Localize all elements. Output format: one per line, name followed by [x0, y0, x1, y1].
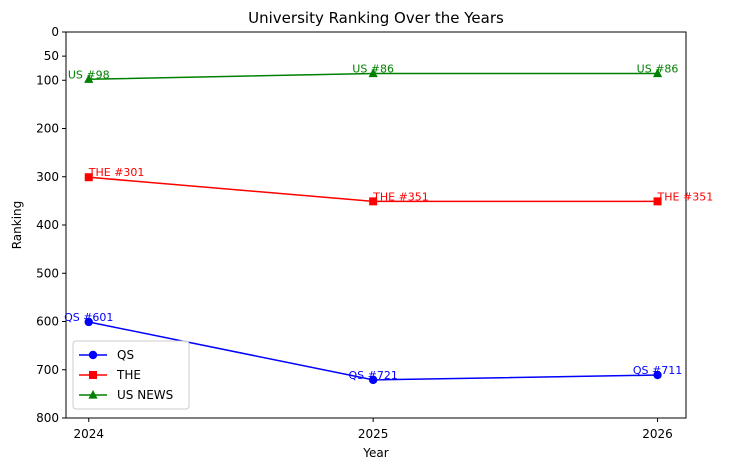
data-point	[84, 74, 94, 83]
legend-entry: QS	[117, 348, 134, 362]
data-label: QS #711	[633, 364, 682, 377]
y-tick-label: 600	[36, 315, 59, 329]
legend-swatch-marker	[88, 350, 98, 360]
data-point	[652, 68, 663, 78]
data-point	[368, 68, 378, 78]
data-point	[84, 173, 93, 182]
y-axis-label: Ranking	[10, 201, 24, 250]
legend-entry: THE	[116, 368, 141, 382]
data-label: US #86	[637, 62, 679, 75]
data-point	[369, 197, 378, 206]
legend-swatch-marker	[88, 390, 98, 399]
legend-box	[72, 340, 190, 410]
legend-entry: US NEWS	[117, 388, 173, 402]
y-tick-label: 100	[36, 73, 59, 87]
y-tick-label: 300	[36, 170, 59, 184]
y-tick-label: 50	[44, 49, 59, 63]
data-label: US #98	[68, 68, 110, 81]
y-tick-label: 400	[36, 218, 59, 232]
legend-swatch-marker	[89, 371, 97, 379]
data-label: THE #351	[657, 190, 714, 203]
data-point	[84, 317, 93, 327]
data-point	[653, 197, 662, 206]
x-axis-label: Year	[362, 446, 388, 460]
data-label: QS #601	[64, 311, 113, 324]
y-tick-label: 500	[36, 266, 59, 280]
legend: QS THE US NEWS	[72, 340, 190, 410]
y-tick-label: 700	[36, 363, 59, 377]
data-label: QS #721	[348, 369, 397, 382]
data-point	[653, 370, 662, 380]
x-tick-label: 2026	[642, 427, 673, 441]
chart-title: University Ranking Over the Years	[248, 9, 504, 27]
x-tick-label: 2024	[73, 427, 104, 441]
plot-area: 0 50 100 200 300 400 500 600 700 800 2024 2025 2026 Q…	[36, 25, 713, 441]
data-label: US #86	[352, 62, 394, 75]
y-tick-label: 200	[36, 122, 59, 136]
data-point	[368, 375, 378, 385]
data-label: THE #301	[88, 166, 145, 179]
x-tick-label: 2025	[358, 427, 389, 441]
y-tick-label: 800	[36, 411, 59, 425]
data-label: THE #351	[372, 190, 429, 203]
y-tick-label: 0	[51, 25, 59, 39]
